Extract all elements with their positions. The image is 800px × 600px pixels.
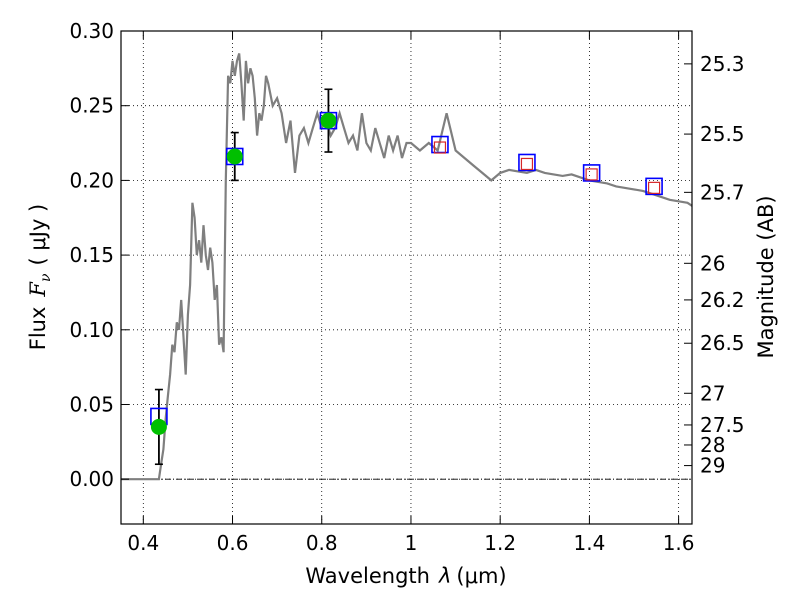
observed-upper-limit-marker xyxy=(520,157,534,171)
right-tick-label: 27 xyxy=(700,381,725,405)
y-axis-label-text: Flux xyxy=(26,307,50,351)
y-tick-label: 0.00 xyxy=(69,467,114,491)
y-axis-label-symbol: F xyxy=(26,281,50,298)
x-tick-label: 1 xyxy=(405,531,418,555)
y-tick-label: 0.05 xyxy=(69,392,114,416)
y-axis-label-unit: ( μJy ) xyxy=(26,204,50,266)
y-tick-label: 0.25 xyxy=(69,94,114,118)
y-axis-label-subscript: ν xyxy=(38,273,54,282)
right-tick-label: 25.3 xyxy=(700,52,745,76)
right-axis-label: Magnitude (AB) xyxy=(754,195,778,358)
model-photometry-marker xyxy=(518,153,536,172)
x-tick-label: 1.2 xyxy=(484,531,516,555)
observed-detection-marker xyxy=(150,418,167,435)
right-tick-label: 25.7 xyxy=(700,180,745,204)
right-tick-label: 27.5 xyxy=(700,413,745,437)
y-tick-label: 0.20 xyxy=(69,168,114,192)
observed-upper-limit-marker xyxy=(647,181,661,194)
model-photometry-marker xyxy=(582,164,601,182)
y-axis-label: Flux Fν ( μJy ) xyxy=(26,204,54,350)
observed-detection-marker xyxy=(226,148,243,165)
x-tick-label: 0.6 xyxy=(217,531,249,555)
observed-upper-limit-marker xyxy=(433,141,447,154)
y-tick-label: 0.15 xyxy=(69,243,114,267)
x-axis-ticks: 0.4 0.6 0.8 1 1.2 1.4 1.6 xyxy=(127,31,695,555)
observed-upper-limit-marker xyxy=(585,168,598,181)
x-tick-label: 0.8 xyxy=(306,531,338,555)
right-tick-label: 26 xyxy=(700,251,725,275)
error-bars xyxy=(154,88,333,466)
x-axis-label-unit: (μm) xyxy=(456,564,506,588)
plot-frame xyxy=(120,30,693,525)
x-axis-label-text: Wavelength xyxy=(305,564,430,588)
observed-detection-marker xyxy=(320,112,337,129)
y-axis-ticks: 0.00 0.05 0.10 0.15 0.20 0.25 0.30 xyxy=(69,19,129,491)
x-tick-label: 1.4 xyxy=(573,531,605,555)
right-tick-label: 25.5 xyxy=(700,122,745,146)
right-tick-label: 28 xyxy=(700,433,725,457)
x-axis-label: Wavelength λ (μm) xyxy=(305,564,506,588)
x-tick-label: 1.6 xyxy=(663,531,695,555)
model-sed-line xyxy=(121,53,693,481)
model-photometry-marker xyxy=(645,177,663,196)
right-tick-label: 26.5 xyxy=(700,331,745,355)
grid xyxy=(121,30,692,524)
right-tick-label: 26.2 xyxy=(700,288,745,312)
right-tick-label: 29 xyxy=(700,454,725,478)
markers xyxy=(150,111,663,435)
y-tick-label: 0.10 xyxy=(69,318,114,342)
y-tick-label: 0.30 xyxy=(69,19,114,43)
x-tick-label: 0.4 xyxy=(127,531,159,555)
x-axis-label-symbol: λ xyxy=(438,564,451,588)
